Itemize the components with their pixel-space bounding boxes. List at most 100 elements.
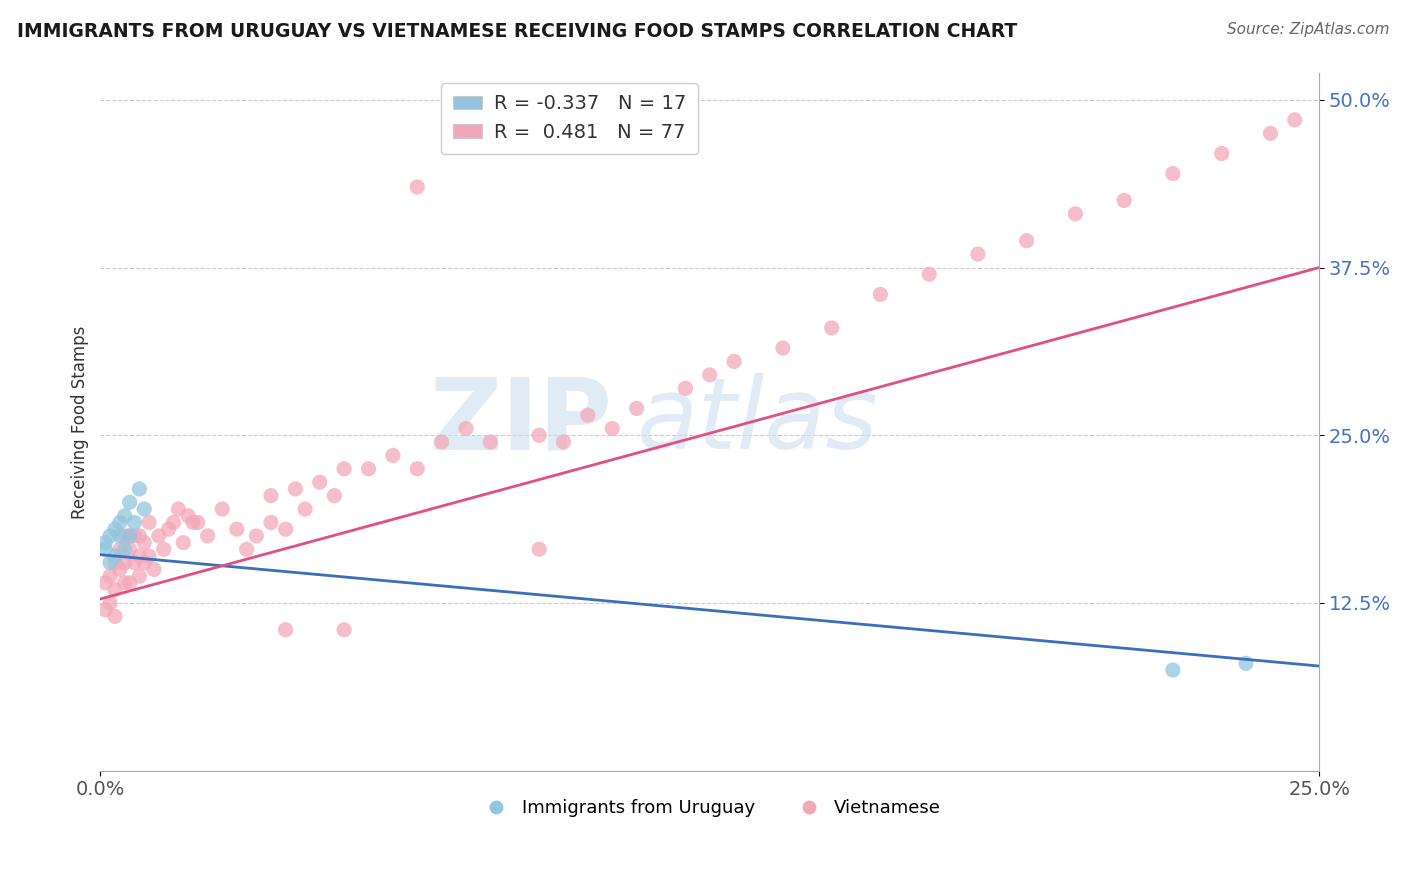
- Point: [723, 354, 745, 368]
- Point: [98, 556, 121, 570]
- Point: [124, 516, 146, 530]
- Y-axis label: Receiving Food Stamps: Receiving Food Stamps: [72, 326, 89, 518]
- Point: [128, 549, 150, 563]
- Point: [967, 247, 990, 261]
- Point: [673, 381, 696, 395]
- Point: [118, 529, 141, 543]
- Point: [114, 542, 136, 557]
- Point: [104, 609, 127, 624]
- Point: [1064, 207, 1087, 221]
- Point: [108, 562, 131, 576]
- Point: [626, 401, 648, 416]
- Point: [177, 508, 200, 523]
- Point: [187, 516, 209, 530]
- Point: [527, 542, 550, 557]
- Point: [1114, 194, 1136, 208]
- Point: [114, 575, 136, 590]
- Point: [211, 502, 233, 516]
- Point: [128, 529, 150, 543]
- Point: [600, 421, 623, 435]
- Point: [114, 508, 136, 523]
- Point: [1211, 146, 1233, 161]
- Point: [104, 522, 127, 536]
- Point: [157, 522, 180, 536]
- Text: atlas: atlas: [637, 374, 879, 470]
- Point: [104, 549, 127, 563]
- Point: [527, 428, 550, 442]
- Point: [108, 542, 131, 557]
- Point: [167, 502, 190, 516]
- Point: [134, 535, 156, 549]
- Point: [162, 516, 184, 530]
- Point: [1260, 127, 1282, 141]
- Point: [138, 549, 160, 563]
- Point: [245, 529, 267, 543]
- Point: [406, 462, 429, 476]
- Point: [323, 489, 346, 503]
- Point: [274, 623, 297, 637]
- Point: [98, 596, 121, 610]
- Point: [869, 287, 891, 301]
- Point: [454, 421, 477, 435]
- Point: [274, 522, 297, 536]
- Point: [406, 180, 429, 194]
- Point: [357, 462, 380, 476]
- Point: [1284, 112, 1306, 127]
- Text: ZIP: ZIP: [429, 374, 612, 470]
- Point: [98, 529, 121, 543]
- Point: [333, 462, 356, 476]
- Point: [1161, 167, 1184, 181]
- Point: [172, 535, 194, 549]
- Point: [128, 569, 150, 583]
- Point: [134, 502, 156, 516]
- Point: [114, 556, 136, 570]
- Point: [225, 522, 247, 536]
- Point: [260, 516, 283, 530]
- Point: [94, 602, 117, 616]
- Point: [143, 562, 166, 576]
- Point: [134, 556, 156, 570]
- Point: [1234, 657, 1257, 671]
- Point: [94, 575, 117, 590]
- Point: [98, 569, 121, 583]
- Text: Source: ZipAtlas.com: Source: ZipAtlas.com: [1226, 22, 1389, 37]
- Point: [108, 529, 131, 543]
- Point: [284, 482, 307, 496]
- Point: [124, 529, 146, 543]
- Point: [104, 556, 127, 570]
- Point: [308, 475, 330, 490]
- Point: [197, 529, 219, 543]
- Point: [479, 434, 502, 449]
- Point: [820, 321, 842, 335]
- Point: [114, 529, 136, 543]
- Point: [148, 529, 170, 543]
- Point: [138, 516, 160, 530]
- Point: [333, 623, 356, 637]
- Legend: Immigrants from Uruguay, Vietnamese: Immigrants from Uruguay, Vietnamese: [471, 792, 949, 824]
- Point: [699, 368, 721, 382]
- Point: [181, 516, 204, 530]
- Point: [918, 267, 941, 281]
- Point: [235, 542, 257, 557]
- Point: [118, 495, 141, 509]
- Point: [430, 434, 453, 449]
- Point: [381, 449, 404, 463]
- Point: [108, 516, 131, 530]
- Point: [124, 556, 146, 570]
- Point: [294, 502, 316, 516]
- Point: [1161, 663, 1184, 677]
- Point: [128, 482, 150, 496]
- Point: [94, 535, 117, 549]
- Point: [576, 408, 599, 422]
- Point: [1015, 234, 1038, 248]
- Point: [118, 542, 141, 557]
- Point: [152, 542, 174, 557]
- Point: [553, 434, 575, 449]
- Point: [118, 575, 141, 590]
- Point: [772, 341, 794, 355]
- Point: [94, 542, 117, 557]
- Point: [104, 582, 127, 597]
- Point: [118, 529, 141, 543]
- Text: IMMIGRANTS FROM URUGUAY VS VIETNAMESE RECEIVING FOOD STAMPS CORRELATION CHART: IMMIGRANTS FROM URUGUAY VS VIETNAMESE RE…: [17, 22, 1017, 41]
- Point: [260, 489, 283, 503]
